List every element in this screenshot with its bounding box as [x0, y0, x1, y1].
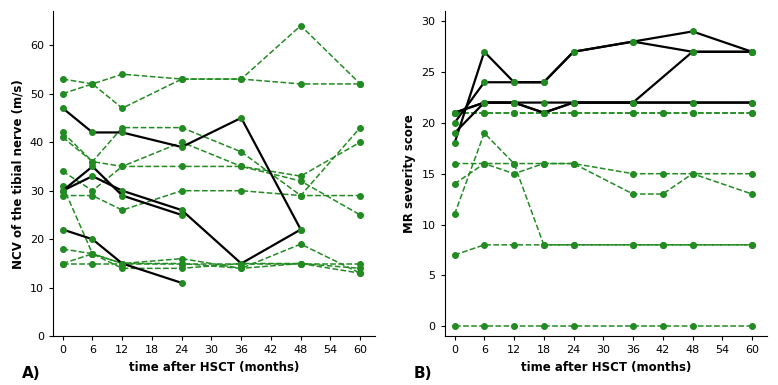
- Y-axis label: MR severity score: MR severity score: [403, 114, 416, 233]
- Text: B): B): [413, 366, 432, 381]
- X-axis label: time after HSCT (months): time after HSCT (months): [520, 361, 691, 374]
- X-axis label: time after HSCT (months): time after HSCT (months): [129, 361, 300, 374]
- Text: A): A): [22, 366, 40, 381]
- Y-axis label: NCV of the tibial nerve (m/s): NCV of the tibial nerve (m/s): [11, 79, 24, 269]
